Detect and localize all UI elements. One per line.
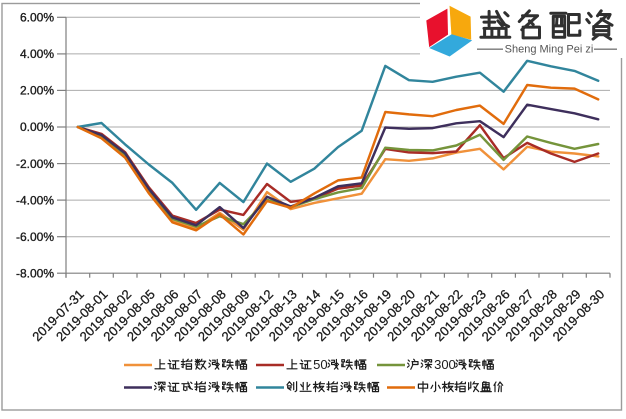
svg-text:-2.00%: -2.00%	[16, 157, 54, 171]
svg-text:4.00%: 4.00%	[20, 47, 54, 61]
svg-text:300: 300	[434, 357, 456, 372]
svg-text:50: 50	[313, 357, 327, 372]
svg-text:2.00%: 2.00%	[20, 84, 54, 98]
svg-text:-8.00%: -8.00%	[16, 266, 54, 280]
svg-text:-4.00%: -4.00%	[16, 193, 54, 207]
svg-text:-6.00%: -6.00%	[16, 230, 54, 244]
svg-text:0.00%: 0.00%	[20, 120, 54, 134]
svg-text:Sheng Ming Pei zi: Sheng Ming Pei zi	[505, 43, 594, 55]
svg-text:6.00%: 6.00%	[20, 11, 54, 25]
